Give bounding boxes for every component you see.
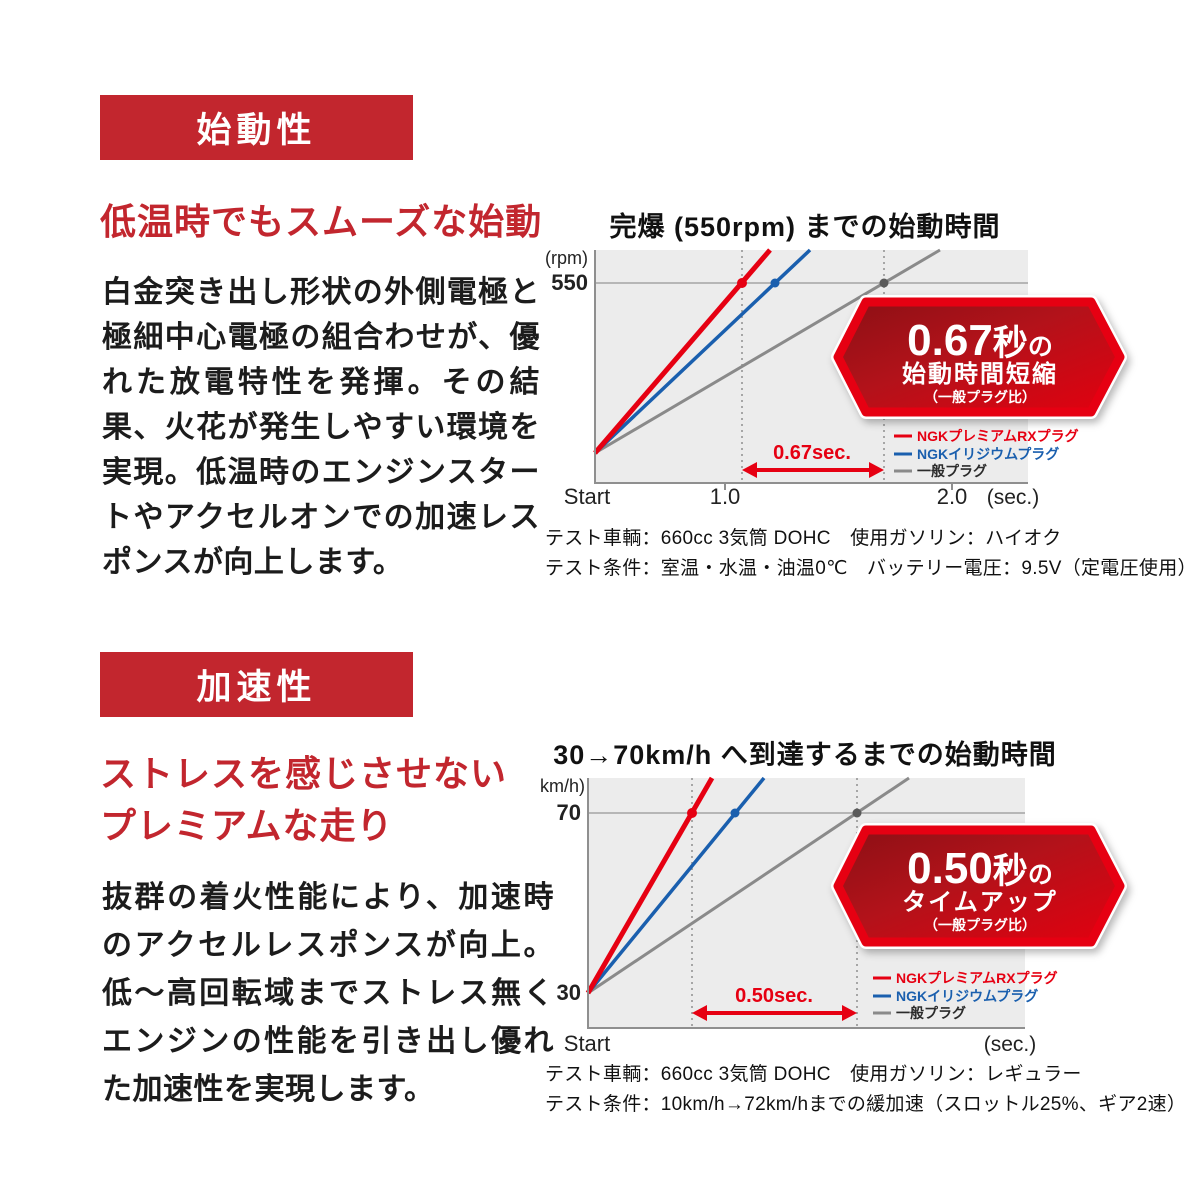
chart2-gap-label: 0.50sec. (735, 985, 813, 1007)
chart1-gap-arrowhead-right (869, 462, 884, 478)
chart2-legend: NGKプレミアムRXプラグ NGKイリジウムプラグ 一般プラグ (873, 970, 1058, 1021)
chart1-gap-arrowhead-left (742, 462, 757, 478)
legend-label-premium: NGKプレミアムRXプラグ (896, 970, 1058, 986)
chart2-y-tick-30: 30 (557, 980, 581, 1005)
legend-label-premium: NGKプレミアムRXプラグ (917, 428, 1079, 444)
chart1-benefit-badge: 0.67秒の 始動時間短縮 （一般プラグ比） (831, 295, 1127, 419)
chart2-iridium-crossing-marker (730, 808, 740, 818)
badge2-note: （一般プラグ比） (924, 917, 1036, 933)
chart1-title: 完爆 (550rpm) までの始動時間 (609, 212, 1001, 242)
chart2-acceleration-time: 0.50sec. 0.50秒の タイムアップ （一般プラグ比） NGKプレミアム… (540, 776, 1127, 1056)
chart1-gap-label: 0.67sec. (773, 442, 851, 464)
chart1-premium-crossing-marker (737, 278, 747, 288)
chart2-gap-arrowhead-left (692, 1005, 707, 1021)
badge2-headline: 0.50秒の (907, 844, 1053, 893)
chart1-test-conditions: テスト車輌：660cc 3気筒 DOHC 使用ガソリン：ハイオク テスト条件：室… (545, 524, 1197, 584)
chart1-x-axis-unit: (sec.) (987, 486, 1040, 509)
chart2-title: 30→70km/h へ到達するまでの始動時間 (553, 740, 1057, 770)
chart1-startup-time: 0.67sec. 0.67秒の 始動時間短縮 （一般プラグ比） NGKプレミアム… (545, 248, 1127, 509)
legend-label-standard: 一般プラグ (896, 1005, 966, 1021)
chart2-gap-arrowhead-right (842, 1005, 857, 1021)
acceleration-body-text: 抜群の着火性能により、加速時のアクセルレスポンスが向上。低〜高回転域までストレス… (102, 881, 554, 1106)
chart2-y-tick-70: 70 (557, 800, 581, 825)
legend-label-iridium: NGKイリジウムプラグ (917, 446, 1059, 462)
chart1-test-vehicle-note: テスト車輌：660cc 3気筒 DOHC 使用ガソリン：ハイオク (545, 528, 1062, 549)
section-tab-startability: 始動性 (100, 95, 413, 160)
chart2-axes (587, 778, 1025, 1029)
badge1-headline: 0.67秒の (907, 316, 1053, 365)
chart1-standard-crossing-marker (879, 278, 889, 288)
chart1-x-tick-marks (724, 483, 953, 490)
legend-label-iridium: NGKイリジウムプラグ (896, 988, 1038, 1004)
badge1-body (833, 297, 1125, 417)
chart1-iridium-crossing-marker (770, 278, 780, 288)
chart2-test-vehicle-note: テスト車輌：660cc 3気筒 DOHC 使用ガソリン：レギュラー (545, 1064, 1082, 1085)
badge2-subline: タイムアップ (902, 889, 1058, 916)
chart1-axes (594, 250, 1028, 484)
badge2-body (833, 825, 1125, 947)
chart2-standard-crossing-marker (852, 808, 862, 818)
legend-label-standard: 一般プラグ (917, 463, 987, 479)
startability-body-text: 白金突き出し形状の外側電極と極細中心電極の組合わせが、優れた放電特性を発揮。その… (102, 276, 540, 579)
chart1-y-tick-550: 550 (551, 270, 588, 295)
chart1-x-tick-2: 2.0 (937, 484, 968, 509)
chart2-x-start-label: Start (564, 1031, 610, 1056)
section-tab-acceleration: 加速性 (100, 652, 413, 717)
chart1-x-tick-1: 1.0 (710, 484, 741, 509)
chart1-legend: NGKプレミアムRXプラグ NGKイリジウムプラグ 一般プラグ (894, 428, 1079, 479)
chart2-test-conditions: テスト車輌：660cc 3気筒 DOHC 使用ガソリン：レギュラー テスト条件：… (545, 1060, 1186, 1120)
badge1-subline: 始動時間短縮 (902, 360, 1058, 388)
chart2-y-axis-unit: (km/h) (540, 776, 585, 796)
startability-heading: 低温時でもスムーズな始動 (100, 201, 543, 242)
chart1-test-condition-note: テスト条件：室温・水温・油温0℃ バッテリー電圧：9.5V（定電圧使用） (545, 558, 1197, 579)
acceleration-heading: ストレスを感じさせない プレミアムな走り (100, 753, 508, 846)
chart1-y-axis-unit: (rpm) (545, 248, 588, 268)
chart2-x-axis-unit: (sec.) (984, 1033, 1037, 1056)
chart2-benefit-badge: 0.50秒の タイムアップ （一般プラグ比） (831, 823, 1127, 949)
chart2-premium-crossing-marker (687, 808, 697, 818)
badge1-note: （一般プラグ比） (924, 389, 1036, 405)
chart2-test-condition-note: テスト条件：10km/h→72km/hまでの緩加速（スロットル25%、ギア2速） (545, 1094, 1187, 1115)
chart1-x-start-label: Start (564, 484, 610, 509)
